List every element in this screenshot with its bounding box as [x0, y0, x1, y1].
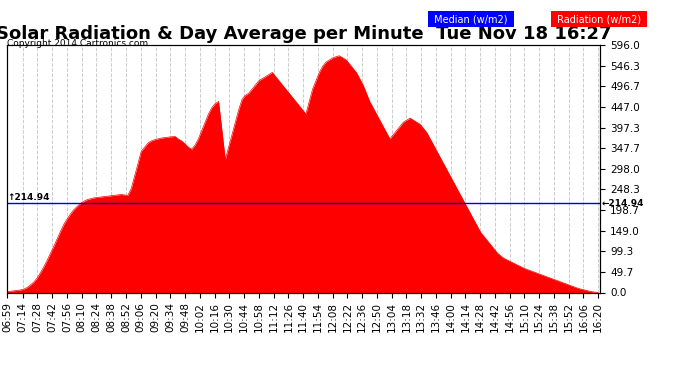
Text: Radiation (w/m2): Radiation (w/m2): [554, 14, 644, 24]
Text: ←214.94: ←214.94: [602, 199, 644, 208]
Title: Solar Radiation & Day Average per Minute  Tue Nov 18 16:27: Solar Radiation & Day Average per Minute…: [0, 26, 611, 44]
Text: Copyright 2014 Cartronics.com: Copyright 2014 Cartronics.com: [7, 39, 148, 48]
Text: Median (w/m2): Median (w/m2): [431, 14, 511, 24]
Text: ↑214.94: ↑214.94: [7, 193, 50, 202]
